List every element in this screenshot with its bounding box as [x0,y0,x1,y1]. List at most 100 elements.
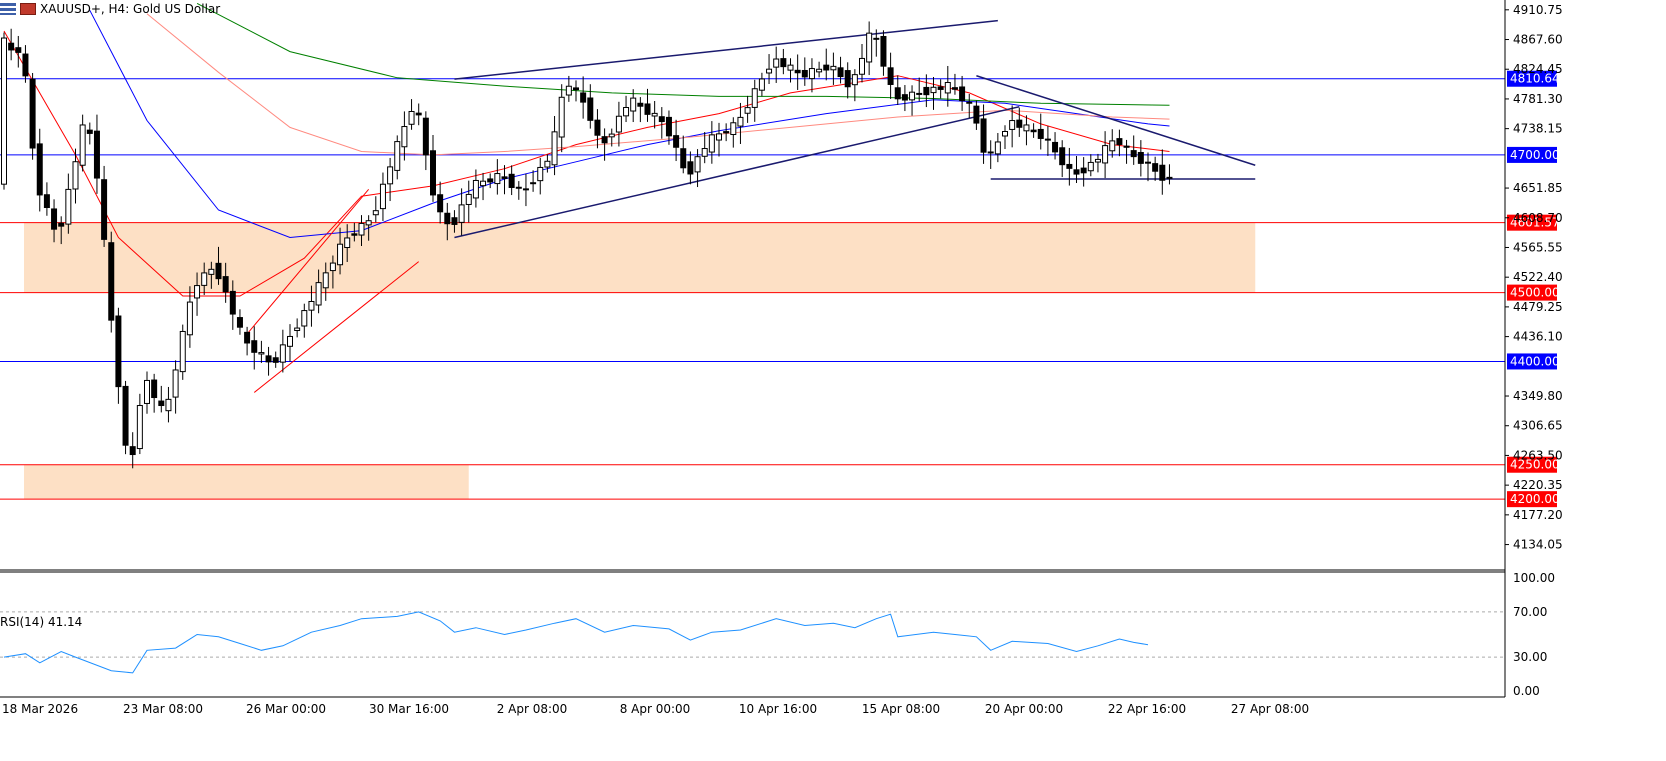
candle-body [716,133,722,141]
time-label: 15 Apr 08:00 [862,702,940,716]
candle-body [873,37,880,40]
trendline [976,75,1256,166]
candle-body [651,112,658,117]
level-tag-label: 4250.00 [1510,458,1560,472]
price-tick-label: 4651.85 [1513,181,1563,195]
candle-body [1116,138,1123,145]
candle-body [530,182,537,185]
candle-body [122,385,129,446]
candle-body [1137,151,1144,164]
candle-body [322,272,329,289]
candle-body [437,194,444,213]
supply-demand-zones [24,222,1256,500]
candle-body [129,446,136,456]
candle-body [1102,145,1109,164]
candle-body [808,68,815,80]
candle-body [1080,167,1087,174]
candle-body [1145,161,1151,164]
candle-body [1044,138,1051,141]
candle-body [565,85,572,96]
candle-body [93,130,100,179]
candle-body [179,330,186,373]
candle-body [1037,128,1044,139]
candle-body [816,68,823,73]
candle-body [494,173,501,185]
candle-body [701,148,708,157]
candle-body [451,217,458,225]
price-tick-label: 4608.70 [1513,211,1563,225]
candle-body [272,357,279,363]
candle-body [766,68,773,74]
level-tag [1507,70,1557,87]
candle-body [794,69,801,74]
candle-body [86,129,93,134]
candle-body [687,161,694,175]
candle-body [558,96,565,138]
candle-body [1087,161,1094,172]
candle-body [229,290,236,315]
candle-body [515,186,522,189]
candle-body [601,136,608,144]
price-tick-label: 4824.45 [1513,62,1563,76]
chart-menu-icon[interactable] [0,3,16,15]
candle-body [1094,158,1101,163]
time-label: 2 Apr 08:00 [497,702,568,716]
time-label: 18 Mar 2026 [2,702,78,716]
price-tick-label: 4565.55 [1513,240,1563,254]
price-tick-label: 4910.75 [1513,3,1563,17]
candle-body [1016,119,1023,128]
candle-body [379,183,386,210]
candle-body [1109,140,1116,152]
price-tick-label: 4479.25 [1513,300,1563,314]
rsi-tick-label: 30.00 [1513,650,1547,664]
candle-body [623,107,630,117]
candle-body [236,317,243,328]
candle-body [387,166,394,185]
candle-body [151,379,158,399]
trendlines [246,19,1256,393]
price-tick-label: 4306.65 [1513,419,1563,433]
candle-body [508,173,515,188]
candle-body [58,222,65,227]
price-tick-label: 4436.10 [1513,330,1563,344]
candle-body [901,94,908,101]
candle-body [244,331,251,344]
candle-body [959,86,966,102]
level-tag [1507,491,1557,508]
time-label: 30 Mar 16:00 [369,702,449,716]
candle-body [308,300,315,311]
candle-body [551,131,558,166]
candle-body [22,53,29,77]
candle-body [215,262,222,280]
candle-body [186,301,193,336]
candle-body [587,97,594,121]
candle-body [108,242,115,321]
rsi-title: RSI(14) 41.14 [0,615,83,629]
price-tick-label: 4522.40 [1513,270,1563,284]
candle-body [1023,124,1030,132]
candle-body [201,272,208,286]
candle-body [773,58,780,68]
candle-body [1052,141,1059,153]
candle-body [422,117,429,156]
candle-body [930,86,937,94]
candle-body [487,178,494,183]
zone-0 [24,222,1256,293]
candle-body [351,233,358,236]
candle-body [8,42,15,51]
candle-body [780,58,787,68]
candle-body [966,101,973,104]
candle-body [1159,164,1166,181]
candle-body [923,86,930,96]
price-tick-label: 4738.15 [1513,122,1563,136]
candle-body [158,400,165,407]
level-tag [1507,456,1557,473]
candle-body [737,116,744,127]
candle-body [465,193,472,205]
time-label: 27 Apr 08:00 [1231,702,1309,716]
price-tick-label: 4263.50 [1513,448,1563,462]
candle-body [573,87,579,91]
candle-body [1059,147,1066,166]
candle-body [730,122,737,136]
